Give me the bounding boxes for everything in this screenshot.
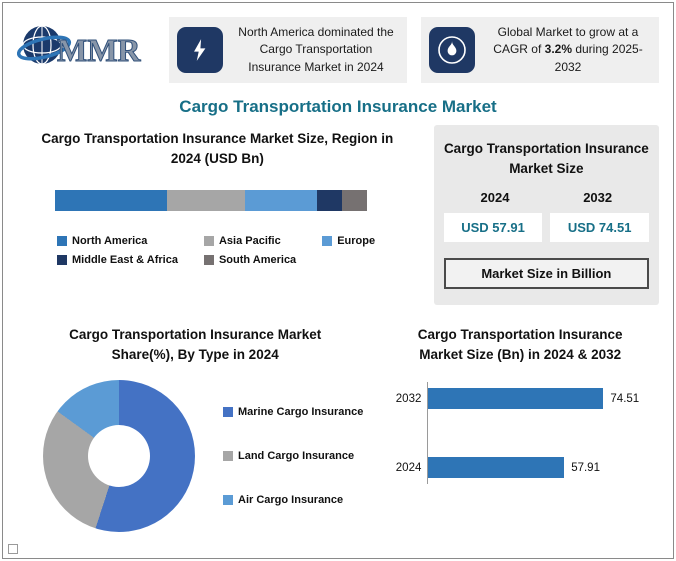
flame-icon [429, 27, 475, 73]
lightning-icon [177, 27, 223, 73]
bar-chart: 2032 74.51 2024 57.91 [381, 382, 659, 485]
stacked-bar-segment [245, 190, 318, 212]
stacked-bar-segment [167, 190, 246, 212]
legend-label: Europe [337, 235, 376, 248]
bar-track: 74.51 [427, 388, 659, 410]
legend-item: Land Cargo Insurance [223, 450, 363, 462]
bar-category-label: 2032 [395, 392, 422, 405]
legend-label: Asia Pacific [218, 235, 281, 248]
legend-label: Air Cargo Insurance [238, 494, 344, 507]
size-bar-section: Cargo Transportation Insurance Market Si… [381, 325, 659, 485]
legend-item: Asia Pacific [203, 235, 296, 248]
region-chart-title: Cargo Transportation Insurance Market Si… [41, 131, 394, 166]
callout-cagr-value: 3.2% [544, 42, 572, 57]
legend-swatch [223, 451, 233, 462]
legend-item: Middle East & Africa [57, 254, 178, 266]
bottom-row: Cargo Transportation Insurance Market Sh… [3, 305, 673, 533]
type-share-section: Cargo Transportation Insurance Market Sh… [17, 325, 373, 533]
market-size-panel-title: Cargo Transportation Insurance Market Si… [443, 141, 649, 176]
corner-box [8, 544, 18, 554]
panel-year-2024: 2024 [480, 190, 510, 206]
stacked-bar-segment [342, 190, 367, 212]
panel-footer-label: Market Size in Billion [443, 258, 649, 290]
legend-item: North America [57, 235, 178, 247]
region-chart-section: Cargo Transportation Insurance Market Si… [17, 125, 418, 266]
legend-label: Middle East & Africa [72, 254, 178, 267]
legend-item: Air Cargo Insurance [223, 494, 363, 506]
donut-chart [43, 380, 195, 533]
stacked-bar-segment [317, 190, 343, 212]
legend-item: South America [203, 254, 297, 267]
legend-swatch [203, 236, 214, 247]
legend-label: South America [218, 254, 297, 267]
stacked-bar-chart [55, 190, 367, 212]
panel-values: USD 57.91 USD 74.51 [443, 213, 650, 243]
donut-content: Marine Cargo Insurance Land Cargo Insuran… [17, 364, 373, 533]
legend-item: Marine Cargo Insurance [223, 406, 363, 418]
stacked-bar-segment [55, 190, 168, 212]
header: MMR North America dominated the Cargo Tr… [3, 3, 673, 87]
region-legend: North America Asia Pacific Europe Middle Ea… [17, 235, 418, 266]
bar-chart-title: Cargo Transportation Insurance Market Si… [417, 327, 623, 362]
panel-years: 2024 2032 [444, 190, 649, 205]
panel-value-2032: USD 74.51 [550, 213, 650, 243]
donut-chart-title: Cargo Transportation Insurance Market Sh… [69, 327, 322, 362]
callout-cagr: Global Market to grow at a CAGR of 3.2% … [421, 17, 659, 83]
callout-cagr-prefix: Global Market to grow at a CAGR of [493, 24, 639, 57]
bar-category-label: 2024 [395, 461, 422, 474]
legend-swatch [322, 236, 333, 247]
legend-swatch [57, 255, 67, 266]
legend-label: Land Cargo Insurance [238, 450, 355, 463]
panel-year-2032: 2032 [583, 190, 613, 206]
svg-text:MMR: MMR [57, 32, 141, 68]
legend-swatch [57, 236, 67, 247]
bar-value-label: 74.51 [610, 392, 640, 405]
callout-north-america: North America dominated the Cargo Transp… [169, 17, 407, 83]
donut-legend: Marine Cargo Insurance Land Cargo Insuran… [223, 406, 363, 506]
legend-item: Europe [322, 235, 375, 247]
donut-hole [88, 425, 150, 488]
legend-label: Marine Cargo Insurance [238, 406, 364, 419]
legend-swatch [223, 495, 233, 506]
middle-row: Cargo Transportation Insurance Market Si… [3, 125, 673, 306]
bar [427, 457, 565, 479]
bar-row: 2024 57.91 [381, 457, 659, 479]
mmr-logo-graphic: MMR [16, 24, 142, 68]
legend-swatch [223, 407, 233, 418]
panel-value-2024: USD 57.91 [443, 213, 543, 243]
legend-swatch [203, 255, 214, 266]
mmr-logo: MMR [16, 18, 155, 83]
bar-row: 2032 74.51 [381, 388, 659, 410]
callout-north-america-text: North America dominated the Cargo Transp… [238, 24, 394, 74]
callout-cagr-text: Global Market to grow at a CAGR of 3.2% … [485, 24, 651, 76]
bar-track: 57.91 [427, 457, 659, 479]
bar-value-label: 57.91 [571, 461, 600, 474]
page-title: Cargo Transportation Insurance Market [179, 97, 497, 116]
callout-cagr-suffix: during 2025-2032 [554, 42, 643, 74]
bar [427, 388, 604, 410]
market-size-panel: Cargo Transportation Insurance Market Si… [433, 125, 659, 306]
legend-label: North America [72, 235, 148, 248]
